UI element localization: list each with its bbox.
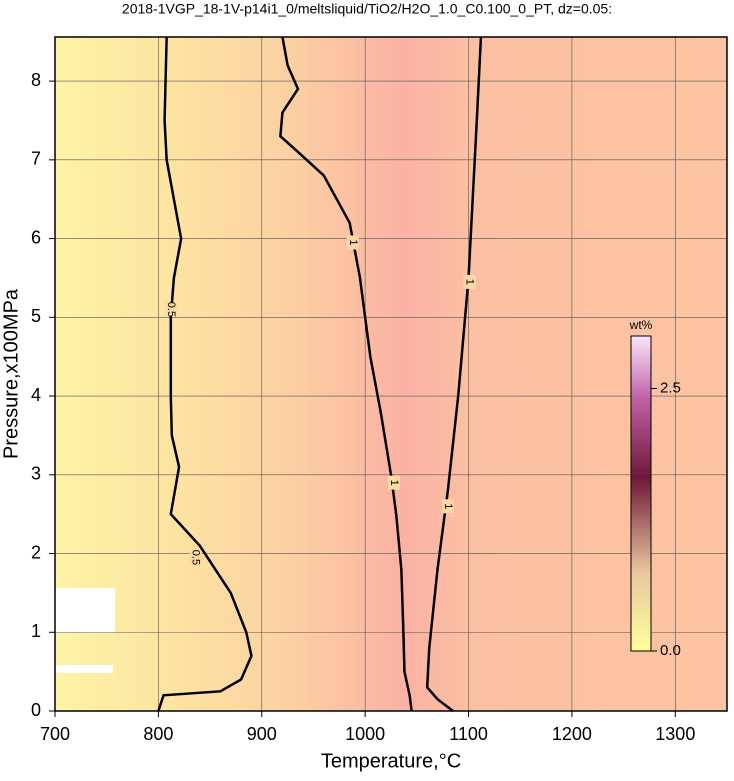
y-tick-label: 7	[31, 149, 41, 169]
plot-frame	[54, 36, 728, 712]
x-tick-label: 900	[247, 724, 277, 744]
x-tick-label: 1300	[655, 724, 695, 744]
x-tick-label: 1200	[552, 724, 592, 744]
contour-label-bg	[346, 235, 359, 250]
contour-label: 1	[442, 503, 454, 509]
chart-title: 2018-1VGP_18-1V-p14i1_0/meltsliquid/TiO2…	[122, 1, 612, 17]
x-tick-label: 1100	[449, 724, 488, 744]
colorbar	[630, 335, 652, 652]
contour-label: 1	[388, 480, 400, 486]
x-tick-label: 700	[40, 724, 70, 744]
x-axis-label: Temperature,°C	[321, 750, 461, 772]
plot-background	[55, 37, 727, 711]
y-tick-label: 1	[31, 621, 41, 641]
contour-label: 1	[464, 279, 476, 285]
colorbar-tick-label: 0.0	[660, 642, 681, 659]
contour-label-bg	[441, 499, 454, 514]
blank-patch	[55, 588, 115, 633]
y-axis-label: Pressure,x100MPa	[0, 288, 22, 459]
y-tick-label: 2	[31, 542, 41, 562]
y-tick-label: 8	[31, 70, 41, 90]
contour-label-bg	[189, 550, 202, 565]
contour-label: 0.5	[190, 550, 202, 565]
y-tick-label: 5	[31, 306, 41, 326]
y-tick-label: 0	[31, 700, 41, 720]
contour-line	[425, 36, 483, 712]
contour-label-bg	[463, 274, 476, 289]
blank-patch	[55, 665, 113, 673]
y-tick-label: 3	[31, 464, 41, 484]
contour-label-bg	[164, 302, 177, 317]
y-tick-label: 6	[31, 227, 41, 247]
contour-label: 0.5	[165, 302, 177, 317]
colorbar-label: wt%	[629, 318, 653, 332]
contour-line	[279, 36, 413, 712]
contour-line	[157, 36, 253, 712]
x-tick-label: 800	[143, 724, 173, 744]
colorbar-tick-label: 2.5	[660, 379, 681, 396]
y-tick-label: 4	[31, 385, 41, 405]
contour-label-bg	[388, 475, 401, 490]
x-tick-label: 1000	[345, 724, 385, 744]
contour-label: 1	[347, 239, 359, 245]
